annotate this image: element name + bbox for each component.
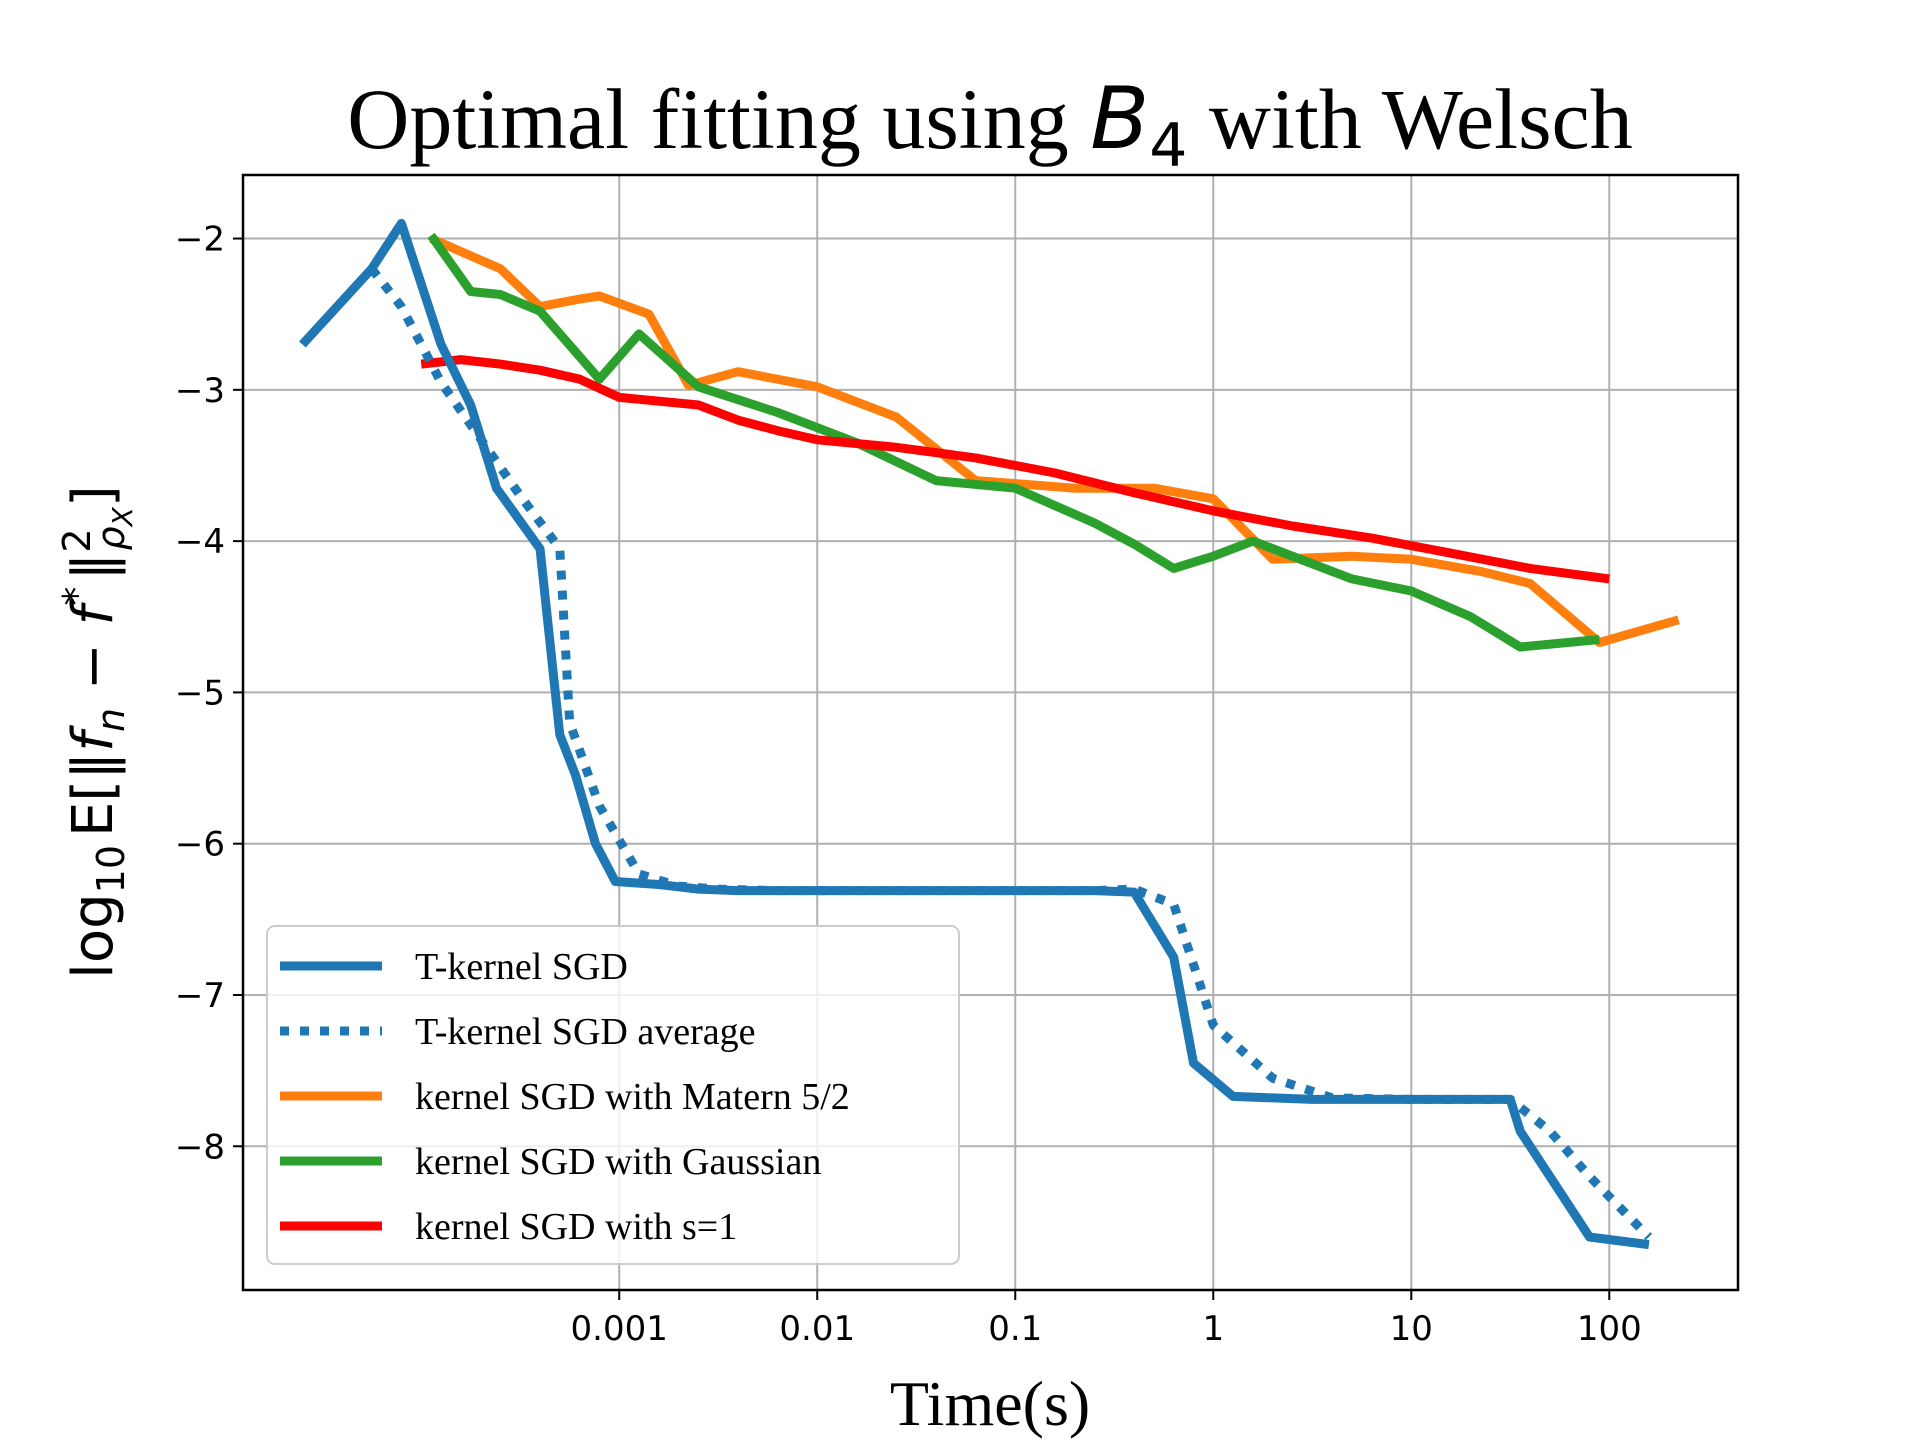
series-line-kernel-sgd-with-matern-5-2 bbox=[429, 234, 1680, 647]
y-tick-label: −2 bbox=[175, 220, 225, 260]
legend-label: T-kernel SGD bbox=[415, 946, 628, 988]
y-tick-label: −6 bbox=[175, 825, 225, 865]
x-tick-label: 0.1 bbox=[988, 1309, 1042, 1349]
y-tick-label: −5 bbox=[175, 673, 225, 713]
x-tick-label: 10 bbox=[1390, 1309, 1433, 1349]
series-line-kernel-sgd-with-s-1 bbox=[420, 355, 1610, 584]
legend-box bbox=[266, 925, 960, 1265]
x-axis-label: Time(s) bbox=[890, 1368, 1090, 1439]
series-line-t-kernel-sgd-average bbox=[368, 266, 1653, 1241]
x-tick-label: 100 bbox=[1577, 1309, 1642, 1349]
series-layer bbox=[299, 218, 1680, 1250]
y-tick-label: −8 bbox=[175, 1127, 225, 1167]
legend-label: kernel SGD with Gaussian bbox=[415, 1141, 821, 1183]
x-tick-label: 0.01 bbox=[779, 1309, 855, 1349]
y-tick-label: −7 bbox=[175, 976, 225, 1016]
x-tick-label: 0.001 bbox=[571, 1309, 668, 1349]
chart-title: Optimal fitting using B4 with Welsch bbox=[347, 69, 1632, 181]
series-line-kernel-sgd-with-gaussian bbox=[427, 232, 1600, 652]
y-tick-label: −4 bbox=[175, 522, 225, 562]
y-tick-label: −3 bbox=[175, 371, 225, 411]
x-tick-label: 1 bbox=[1202, 1309, 1224, 1349]
legend-label: T-kernel SGD average bbox=[415, 1011, 755, 1053]
axes-frame bbox=[241, 173, 1740, 1292]
y-axis-label: log10E[‖fn − f*‖2ρX] bbox=[55, 485, 139, 978]
legend-label: kernel SGD with s=1 bbox=[415, 1206, 737, 1248]
series-line-t-kernel-sgd bbox=[299, 218, 1650, 1250]
axis-ticks: 0.001 0.01 0.1 1 10 100 −2 −3 −4 −5 −6 −7 −8 bbox=[175, 220, 1642, 1349]
legend-label: kernel SGD with Matern 5/2 bbox=[415, 1076, 850, 1118]
legend: T-kernel SGD T-kernel SGD average kernel S… bbox=[266, 925, 960, 1265]
